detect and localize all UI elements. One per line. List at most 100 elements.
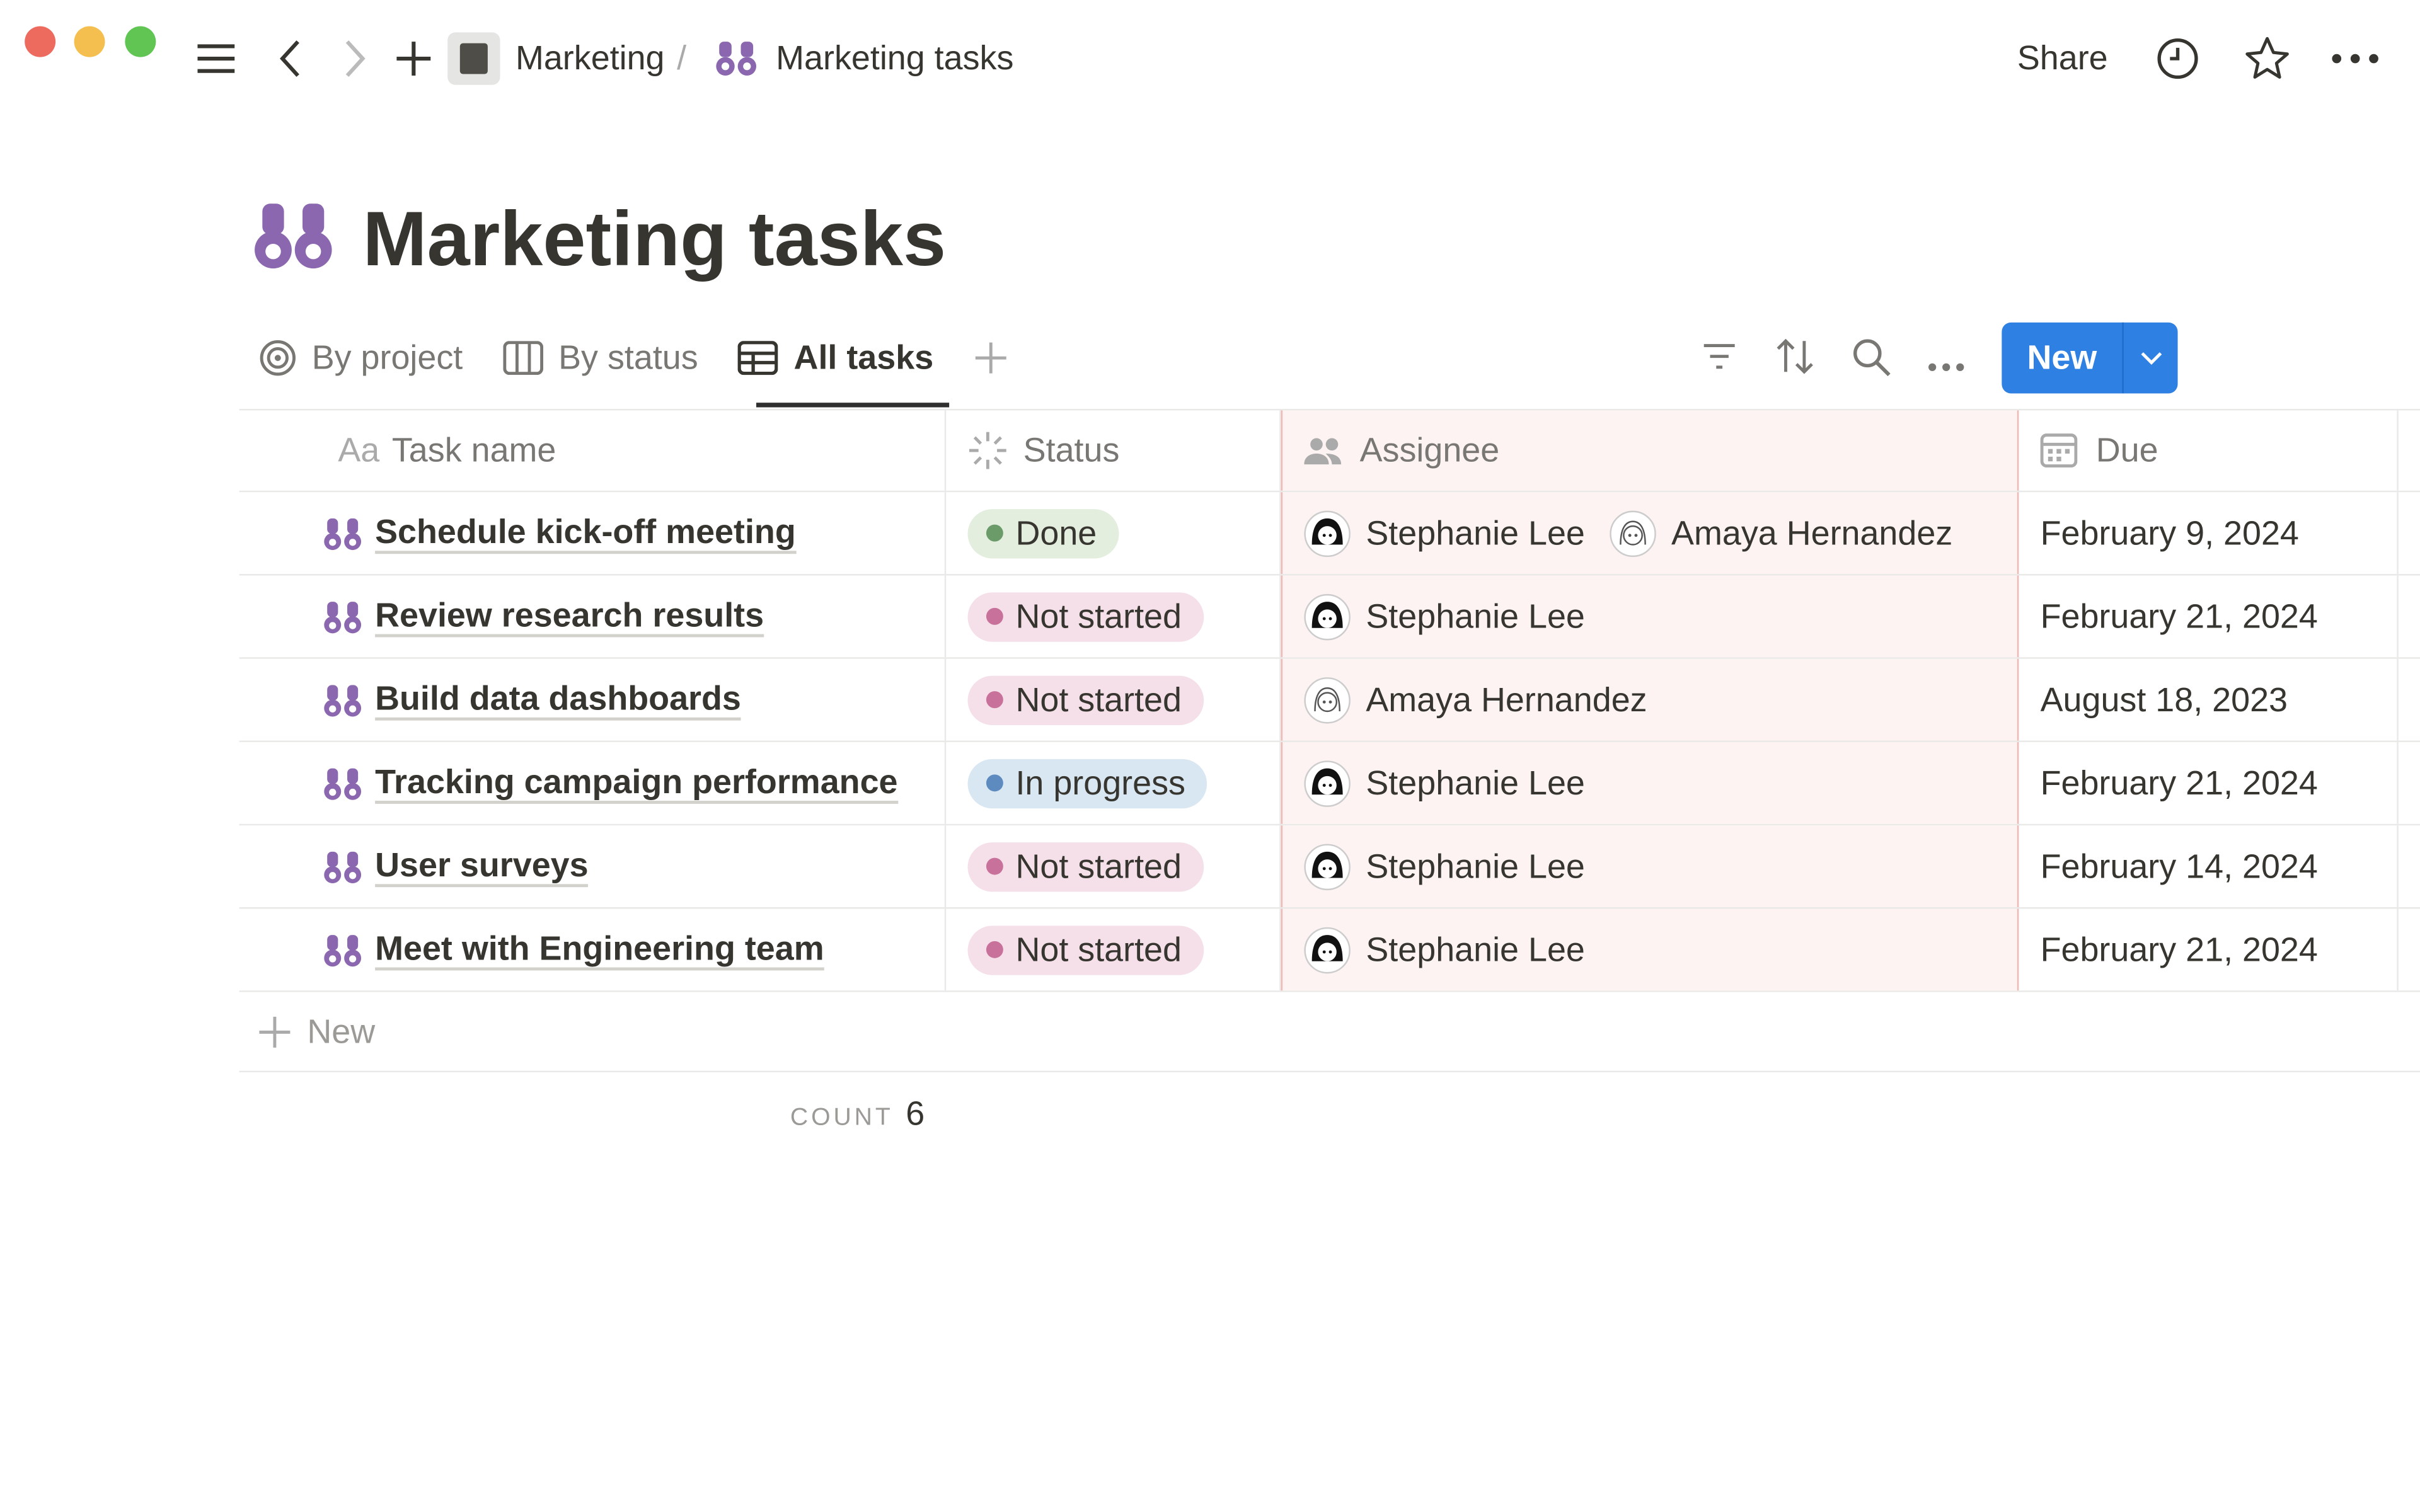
task-name-cell[interactable]: Tracking campaign performance bbox=[239, 742, 947, 824]
count-summary[interactable]: COUNT 6 bbox=[790, 1094, 925, 1134]
column-header-due[interactable]: Due bbox=[2019, 410, 2399, 491]
task-name[interactable]: Review research results bbox=[375, 595, 764, 637]
sort-icon[interactable] bbox=[1775, 336, 1815, 384]
status-cell[interactable]: Not started bbox=[946, 908, 1281, 991]
task-name[interactable]: Meet with Engineering team bbox=[375, 929, 824, 970]
assignee-cell[interactable]: Stephanie Lee bbox=[1281, 908, 2019, 991]
minimize-window-button[interactable] bbox=[74, 26, 105, 57]
menu-icon[interactable] bbox=[195, 34, 241, 83]
column-label: Assignee bbox=[1359, 430, 1500, 469]
assignee-cell[interactable]: Stephanie Lee bbox=[1281, 742, 2019, 824]
task-name[interactable]: User surveys bbox=[375, 845, 589, 886]
assignee[interactable]: Stephanie Lee bbox=[1304, 593, 1585, 640]
table-row[interactable]: Tracking campaign performance In progres… bbox=[239, 742, 2420, 826]
due-cell[interactable]: February 9, 2024 bbox=[2019, 492, 2399, 575]
table-row[interactable]: Review research results Not started Step… bbox=[239, 575, 2420, 659]
more-options-icon[interactable] bbox=[2331, 34, 2380, 83]
active-tab-indicator bbox=[756, 403, 950, 408]
history-icon[interactable] bbox=[2156, 34, 2199, 83]
status-badge: Not started bbox=[967, 675, 1204, 724]
back-icon[interactable] bbox=[278, 34, 302, 83]
task-name-cell[interactable]: Meet with Engineering team bbox=[239, 908, 947, 991]
task-name[interactable]: Schedule kick-off meeting bbox=[375, 512, 796, 553]
page-icon-binoculars[interactable] bbox=[253, 200, 333, 279]
table-row[interactable]: User surveys Not started Stephanie Lee F… bbox=[239, 825, 2420, 909]
status-cell[interactable]: Not started bbox=[946, 825, 1281, 908]
close-window-button[interactable] bbox=[25, 26, 56, 57]
new-button[interactable]: New bbox=[2027, 338, 2097, 377]
table-row[interactable]: Build data dashboards Not started Amaya … bbox=[239, 658, 2420, 742]
forward-icon[interactable] bbox=[343, 34, 367, 83]
due-cell[interactable]: February 21, 2024 bbox=[2019, 742, 2399, 824]
column-header-task-name[interactable]: Aa Task name bbox=[239, 410, 947, 491]
assignee-name: Amaya Hernandez bbox=[1671, 513, 1953, 552]
table-row[interactable]: Schedule kick-off meeting Done Stephanie… bbox=[239, 492, 2420, 576]
assignee-name: Amaya Hernandez bbox=[1366, 679, 1647, 719]
breadcrumb-marketing-tasks[interactable]: Marketing tasks bbox=[776, 38, 1014, 77]
task-name[interactable]: Build data dashboards bbox=[375, 679, 741, 720]
column-header-status[interactable]: Status bbox=[946, 410, 1281, 491]
assignee-name: Stephanie Lee bbox=[1366, 596, 1585, 635]
due-cell[interactable]: February 21, 2024 bbox=[2019, 575, 2399, 658]
share-button[interactable]: Share bbox=[2017, 38, 2108, 77]
tab-by-project[interactable]: By project bbox=[259, 327, 463, 389]
task-name-cell[interactable]: User surveys bbox=[239, 825, 947, 908]
status-dot-icon bbox=[986, 941, 1003, 958]
page-title[interactable]: Marketing tasks bbox=[362, 196, 947, 283]
assignee[interactable]: Stephanie Lee bbox=[1304, 926, 1585, 973]
calendar-icon bbox=[2040, 433, 2078, 468]
status-label: Not started bbox=[1015, 679, 1182, 719]
tab-by-status[interactable]: By status bbox=[502, 327, 698, 389]
new-page-icon[interactable] bbox=[395, 34, 432, 83]
avatar bbox=[1304, 926, 1351, 973]
status-cell[interactable]: Not started bbox=[946, 575, 1281, 658]
tab-label: By project bbox=[311, 338, 463, 377]
add-view-icon[interactable] bbox=[974, 327, 1008, 389]
assignee[interactable]: Amaya Hernandez bbox=[1304, 676, 1647, 723]
avatar bbox=[1610, 510, 1656, 556]
due-cell[interactable]: February 14, 2024 bbox=[2019, 825, 2399, 908]
column-header-assignee[interactable]: Assignee bbox=[1281, 410, 2019, 491]
table-row[interactable]: Meet with Engineering team Not started S… bbox=[239, 908, 2420, 992]
avatar bbox=[1304, 510, 1351, 556]
avatar bbox=[1304, 843, 1351, 890]
avatar bbox=[1304, 676, 1351, 723]
task-name-cell[interactable]: Build data dashboards bbox=[239, 658, 947, 741]
status-cell[interactable]: Not started bbox=[946, 658, 1281, 741]
status-cell[interactable]: In progress bbox=[946, 742, 1281, 824]
assignee[interactable]: Stephanie Lee bbox=[1304, 843, 1585, 890]
tab-all-tasks[interactable]: All tasks bbox=[738, 327, 933, 389]
search-icon[interactable] bbox=[1852, 338, 1893, 386]
status-label: Not started bbox=[1015, 929, 1182, 968]
new-dropdown-chevron-icon[interactable] bbox=[2122, 322, 2177, 394]
assignee[interactable]: Stephanie Lee bbox=[1304, 760, 1585, 806]
count-value: 6 bbox=[906, 1094, 925, 1133]
due-cell[interactable]: August 18, 2023 bbox=[2019, 658, 2399, 741]
filter-icon[interactable] bbox=[1701, 340, 1738, 381]
assignee-cell[interactable]: Stephanie Lee bbox=[1281, 825, 2019, 908]
due-cell[interactable]: February 21, 2024 bbox=[2019, 908, 2399, 991]
status-dot-icon bbox=[986, 691, 1003, 709]
count-label: COUNT bbox=[790, 1104, 894, 1131]
status-dot-icon bbox=[986, 607, 1003, 625]
workspace-icon bbox=[447, 32, 500, 85]
assignee[interactable]: Amaya Hernandez bbox=[1610, 510, 1952, 556]
assignee-name: Stephanie Lee bbox=[1366, 763, 1585, 802]
tab-label: All tasks bbox=[793, 338, 934, 377]
view-more-icon[interactable] bbox=[1928, 352, 1965, 379]
text-property-icon: Aa bbox=[338, 430, 380, 469]
status-cell[interactable]: Done bbox=[946, 492, 1281, 575]
assignee-cell[interactable]: Amaya Hernandez bbox=[1281, 658, 2019, 741]
status-dot-icon bbox=[986, 524, 1003, 542]
breadcrumb-marketing[interactable]: Marketing bbox=[515, 38, 665, 77]
status-dot-icon bbox=[986, 774, 1003, 792]
add-new-row-button[interactable]: New bbox=[239, 992, 2420, 1073]
task-name[interactable]: Tracking campaign performance bbox=[375, 762, 898, 803]
assignee-cell[interactable]: Stephanie Lee Amaya Hernandez bbox=[1281, 492, 2019, 575]
task-name-cell[interactable]: Review research results bbox=[239, 575, 947, 658]
zoom-window-button[interactable] bbox=[125, 26, 156, 57]
assignee[interactable]: Stephanie Lee bbox=[1304, 510, 1585, 556]
task-name-cell[interactable]: Schedule kick-off meeting bbox=[239, 492, 947, 575]
assignee-cell[interactable]: Stephanie Lee bbox=[1281, 575, 2019, 658]
favorite-star-icon[interactable] bbox=[2244, 34, 2290, 83]
